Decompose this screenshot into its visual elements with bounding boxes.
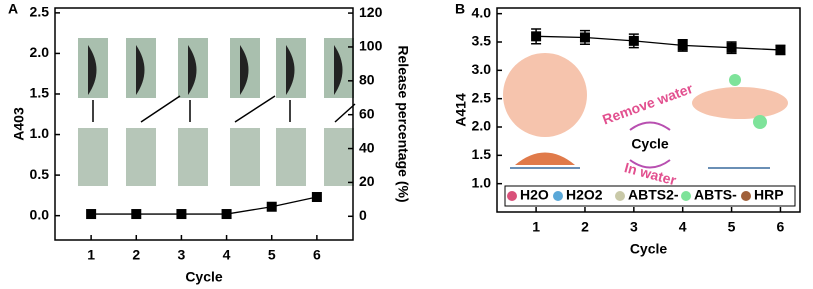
x-tick-label: 1	[87, 247, 95, 263]
plot-frame	[54, 7, 354, 241]
y-tick-label: 3.5	[472, 33, 492, 49]
y-tick-label: 1.5	[30, 85, 50, 101]
panel-label: B	[455, 1, 465, 17]
data-point	[311, 192, 322, 203]
y-tick-label: 2.5	[472, 89, 492, 105]
legend-label: H2O2	[566, 187, 603, 203]
data-point	[86, 209, 97, 220]
x-tick-label: 5	[728, 219, 736, 235]
plot-frame	[496, 7, 801, 213]
y-tick-label: 2.0	[30, 44, 50, 60]
x-axis-label: Cycle	[185, 269, 223, 285]
x-tick-label: 1	[532, 219, 540, 235]
data-point	[628, 35, 639, 46]
annotation: Cycle	[631, 136, 669, 152]
x-tick-label: 4	[679, 219, 687, 235]
legend-label: HRP	[754, 187, 784, 203]
x-tick-label: 3	[630, 219, 638, 235]
series-line	[536, 35, 781, 51]
legend-label: ABTS2-	[628, 187, 679, 203]
x-tick-label: 6	[777, 219, 785, 235]
y2-tick-label: 100	[359, 38, 383, 54]
y-tick-label: 4.0	[472, 4, 492, 20]
x-axis-label: Cycle	[630, 241, 668, 257]
y-tick-label: 0.0	[30, 206, 50, 222]
y-tick-label: 1.5	[472, 146, 492, 162]
legend-icon	[681, 191, 691, 201]
y2-tick-label: 20	[359, 173, 375, 189]
y-tick-label: 1.0	[472, 174, 492, 190]
legend-label: H2O	[520, 187, 549, 203]
insets-b	[503, 53, 796, 207]
x-tick-label: 6	[313, 247, 321, 263]
x-tick-label: 5	[268, 247, 276, 263]
y2-tick-label: 80	[359, 72, 375, 88]
y2-tick-label: 40	[359, 139, 375, 155]
legend-icon	[507, 191, 517, 201]
y-axis-label: A403	[11, 107, 27, 141]
y2-tick-label: 120	[359, 4, 383, 20]
legend-icon	[741, 191, 751, 201]
y-tick-label: 0.5	[30, 166, 50, 182]
y2-tick-label: 60	[359, 105, 375, 121]
series-line	[91, 196, 318, 215]
data-point	[266, 201, 277, 212]
x-tick-label: 3	[178, 247, 186, 263]
x-tick-label: 2	[581, 219, 589, 235]
panel-label: A	[8, 1, 18, 17]
y-tick-label: 2.0	[472, 118, 492, 134]
insets-a	[78, 38, 356, 186]
data-point	[221, 209, 232, 220]
y-tick-label: 1.0	[30, 125, 50, 141]
data-point	[677, 40, 688, 51]
data-point	[775, 44, 786, 55]
y2-axis-label: Release percentage (%)	[395, 45, 411, 202]
y-axis-label: A414	[453, 93, 469, 127]
legend-label: ABTS-	[694, 187, 737, 203]
annotation: Remove water	[600, 80, 695, 128]
annotation: In water	[623, 159, 679, 188]
data-point	[531, 31, 542, 42]
data-point	[579, 32, 590, 43]
legend-icon	[615, 191, 625, 201]
data-point	[131, 209, 142, 220]
legend-icon	[553, 191, 563, 201]
x-tick-label: 2	[132, 247, 140, 263]
y-tick-label: 2.5	[30, 4, 50, 20]
y-tick-label: 3.0	[472, 61, 492, 77]
data-point	[176, 209, 187, 220]
x-tick-label: 4	[223, 247, 231, 263]
data-point	[726, 42, 737, 53]
y2-tick-label: 0	[359, 207, 367, 223]
